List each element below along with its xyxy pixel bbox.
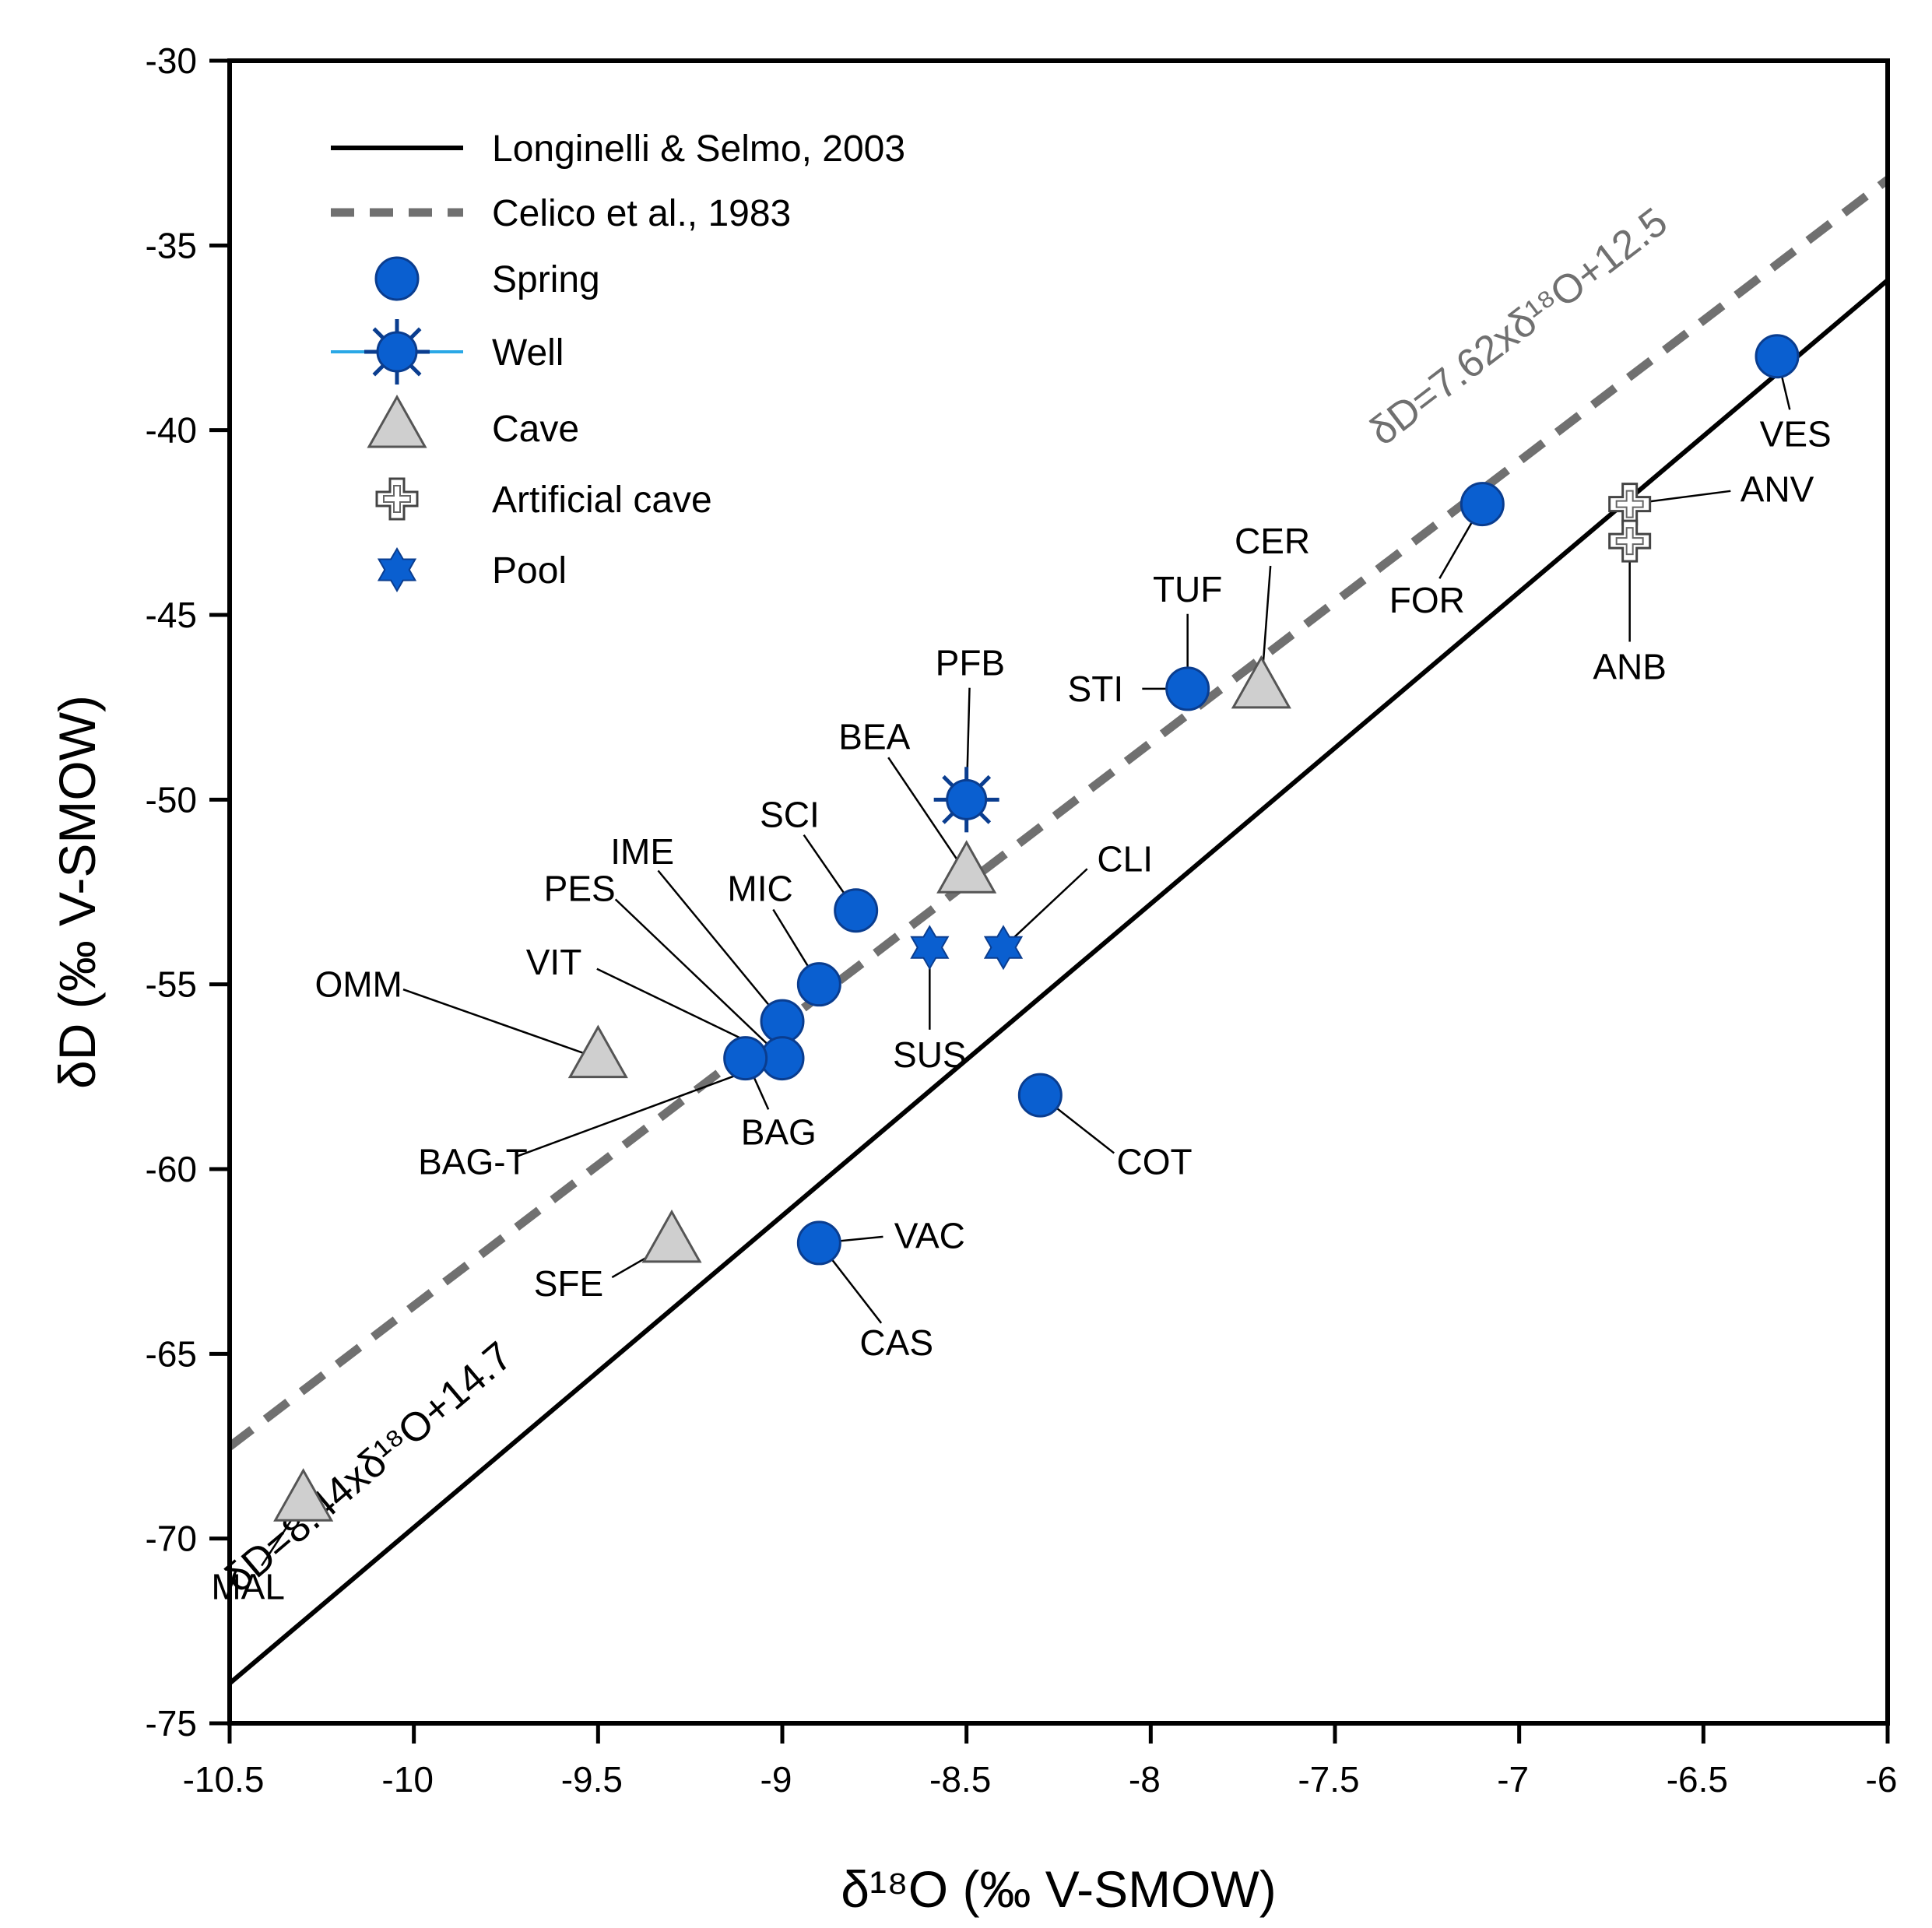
y-tick-label: -70 (146, 1519, 197, 1559)
legend-item-cave: Cave (367, 394, 579, 450)
label-pfb: PFB (936, 643, 1005, 683)
y-tick-label: -65 (146, 1333, 197, 1374)
label-sti: STI (1068, 669, 1124, 709)
marker-for (1460, 482, 1505, 527)
leader-cli (1003, 868, 1088, 949)
label-vit: VIT (526, 942, 582, 982)
label-omm: OMM (314, 964, 402, 1005)
plot-frame (227, 58, 1890, 1726)
marker-sus (910, 925, 950, 971)
label-bea: BEA (838, 717, 910, 757)
x-tick-label: -8 (1129, 1759, 1161, 1800)
x-tick-label: -7 (1497, 1759, 1529, 1800)
legend-label-longinelli: Longinelli & Selmo, 2003 (492, 128, 905, 170)
label-sus: SUS (893, 1034, 967, 1075)
label-pes: PES (544, 868, 616, 908)
legend-swatch-well (364, 319, 430, 385)
label-cas: CAS (859, 1322, 933, 1363)
legend-item-well: Well (331, 319, 564, 385)
longinelli-line (230, 278, 1888, 1686)
x-tick-label: -9 (761, 1759, 792, 1800)
legend-swatch-pool (377, 547, 417, 592)
legend-label-well: Well (492, 332, 564, 374)
label-mic: MIC (727, 868, 792, 908)
marker-mic (796, 962, 841, 1007)
marker-omm (567, 1024, 628, 1079)
legend-label-artificial: Artificial cave (492, 479, 712, 521)
label-bag-t: BAG-T (418, 1142, 528, 1182)
x-tick-label: -6 (1866, 1759, 1898, 1800)
label-for: FOR (1389, 580, 1465, 620)
y-tick-label: -75 (146, 1703, 197, 1744)
leader-pes (614, 898, 783, 1059)
data-markers (273, 334, 1800, 1522)
label-cer: CER (1235, 521, 1310, 561)
y-tick-label: -50 (146, 779, 197, 820)
label-anv: ANV (1741, 469, 1814, 510)
label-cli: CLI (1097, 838, 1153, 879)
x-tick-label: -10 (381, 1759, 433, 1800)
label-mal: MAL (211, 1566, 285, 1607)
marker-ves (1755, 334, 1800, 379)
leader-bea (887, 757, 968, 874)
x-tick-label: -6.5 (1667, 1759, 1728, 1800)
marker-sci (834, 888, 879, 933)
legend: Longinelli & Selmo, 2003 Celico et al., 1… (331, 128, 905, 592)
marker-cer (1231, 655, 1291, 709)
legend-item-spring: Spring (374, 256, 600, 301)
celico-line (230, 176, 1888, 1450)
y-tick-label: -40 (146, 410, 197, 451)
label-ime: IME (610, 831, 674, 872)
marker-tuf (1165, 666, 1210, 711)
y-axis-title: δD (‰ V-SMOW) (48, 695, 106, 1089)
x-tick-label: -10.5 (183, 1759, 265, 1800)
legend-swatch-cave (367, 394, 427, 448)
regression-lines (230, 176, 1888, 1686)
legend-item-celico: Celico et al., 1983 (331, 193, 791, 234)
label-bag: BAG (741, 1112, 817, 1153)
marker-bea (936, 840, 997, 894)
legend-item-artificial: Artificial cave (375, 477, 712, 521)
label-tuf: TUF (1153, 569, 1222, 609)
axis-ticks: -10.5 -10 -9.5 -9 -8.5 -8 -7.5 -7 -6.5 -6 -30 -35 -4… (146, 40, 1898, 1800)
leader-omm (402, 988, 599, 1059)
label-anb: ANB (1593, 646, 1667, 687)
label-cot: COT (1117, 1142, 1193, 1182)
marker-bag (723, 1036, 768, 1081)
x-axis-title: δ¹⁸O (‰ V-SMOW) (841, 1860, 1277, 1918)
marker-mal (273, 1468, 334, 1522)
x-tick-label: -9.5 (561, 1759, 623, 1800)
marker-vac (796, 1220, 841, 1266)
legend-label-celico: Celico et al., 1983 (492, 193, 791, 234)
y-tick-label: -60 (146, 1149, 197, 1189)
y-tick-label: -55 (146, 964, 197, 1005)
y-tick-label: -45 (146, 595, 197, 635)
marker-anb (1608, 519, 1652, 563)
label-vac: VAC (894, 1215, 965, 1255)
marker-sfe (641, 1209, 702, 1263)
leader-ime (657, 869, 783, 1022)
marker-ime (760, 999, 805, 1044)
legend-swatch-artificial (375, 477, 419, 521)
label-sfe: SFE (534, 1263, 603, 1304)
label-ves: VES (1760, 413, 1832, 454)
legend-label-pool: Pool (492, 550, 567, 592)
legend-item-longinelli: Longinelli & Selmo, 2003 (331, 128, 905, 170)
y-tick-label: -35 (146, 225, 197, 265)
legend-label-cave: Cave (492, 409, 579, 450)
marker-pfb (933, 767, 999, 833)
marker-cot (1017, 1073, 1063, 1118)
x-tick-label: -7.5 (1298, 1759, 1359, 1800)
legend-item-pool: Pool (377, 547, 567, 592)
legend-swatch-spring (374, 256, 420, 301)
marker-cli (983, 925, 1024, 971)
x-tick-label: -8.5 (929, 1759, 991, 1800)
legend-label-spring: Spring (492, 259, 600, 300)
y-tick-label: -30 (146, 40, 197, 81)
label-sci: SCI (760, 794, 820, 834)
